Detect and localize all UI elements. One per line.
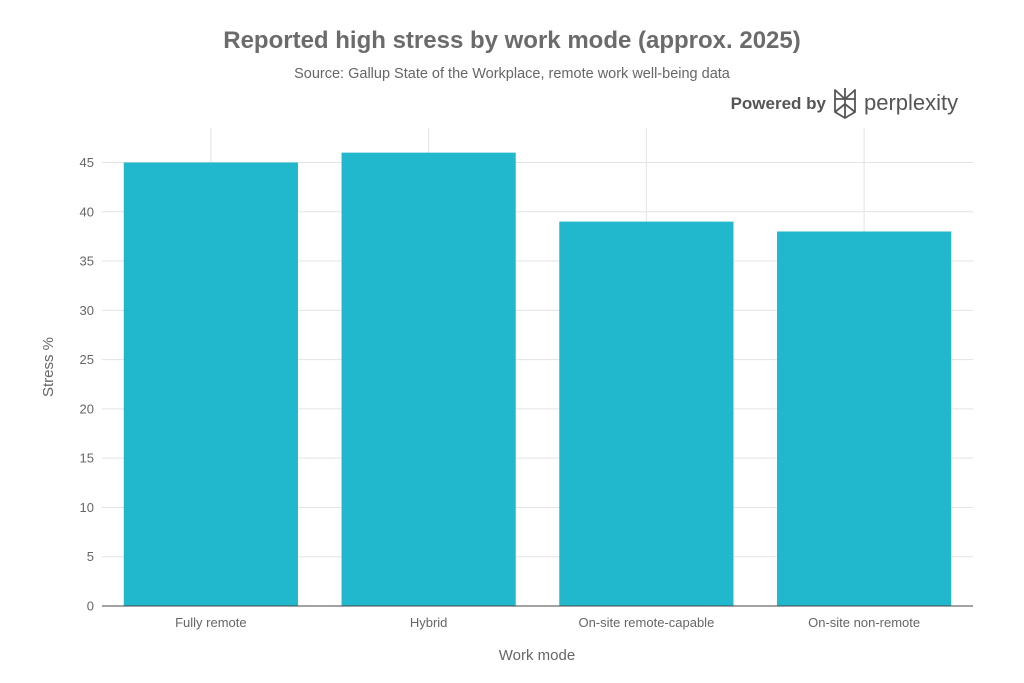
x-tick-label: Hybrid [410,615,448,630]
y-tick-label: 10 [80,500,94,515]
y-tick-label: 15 [80,451,94,466]
y-tick-label: 30 [80,303,94,318]
bar [123,162,298,606]
perplexity-wordmark: perplexity [864,90,958,115]
y-tick-label: 35 [80,254,94,269]
x-tick-label: On-site remote-capable [578,615,714,630]
y-tick-label: 25 [80,352,94,367]
x-axis-ticks: Fully remote Hybrid On-site remote-capable… [175,615,920,630]
bar [559,221,734,607]
chart-subtitle: Source: Gallup State of the Workplace, r… [294,66,731,82]
y-tick-label: 20 [80,401,94,416]
x-tick-label: Fully remote [175,615,247,630]
x-axis-title: Work mode [499,647,575,664]
y-axis-title: Stress % [40,337,57,397]
powered-by-label: Powered by [731,94,827,113]
y-axis-ticks: 0 5 10 15 20 25 30 35 40 45 [80,155,94,614]
x-tick-label: On-site non-remote [808,615,920,630]
y-tick-label: 0 [87,599,94,614]
perplexity-logo-icon [834,88,856,119]
y-tick-label: 5 [87,549,94,564]
y-tick-label: 45 [80,155,94,170]
chart-title: Reported high stress by work mode (appro… [223,27,800,54]
y-tick-label: 40 [80,204,94,219]
bar [341,152,516,607]
bar [777,231,952,606]
branding: Powered by perplexity [731,88,958,119]
bars [123,152,952,607]
